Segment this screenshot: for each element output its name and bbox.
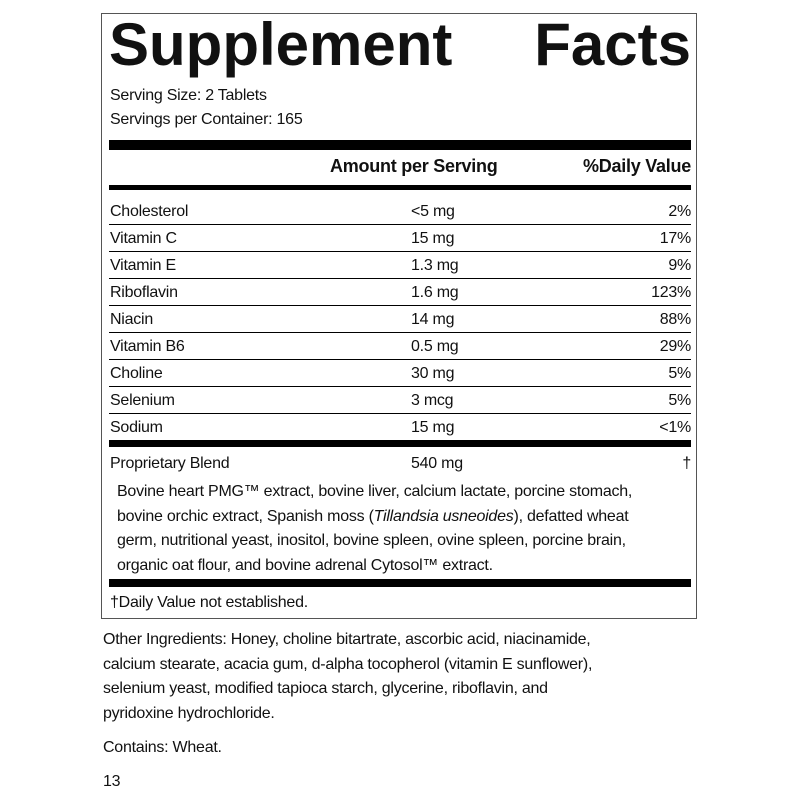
description-line: bovine orchic extract, Spanish moss (Til… <box>117 505 629 529</box>
title: Supplement Facts <box>109 11 691 78</box>
table-header: Amount per Serving %Daily Value <box>109 153 691 180</box>
nutrient-row: Sodium 15 mg <1% <box>109 414 691 441</box>
nutrient-daily-value: 29% <box>659 338 692 355</box>
text-segment: Bovine heart PMG™ extract, bovine liver,… <box>117 483 633 500</box>
nutrient-name: Vitamin C <box>110 230 177 247</box>
footnote: †Daily Value not established. <box>110 594 308 611</box>
blend-row: Proprietary Blend 540 mg † <box>109 450 691 477</box>
nutrient-row: Vitamin B6 0.5 mg 29% <box>109 333 691 360</box>
ingredients-line: pyridoxine hydrochloride. <box>103 704 275 722</box>
text-segment: ), defatted wheat <box>513 507 629 525</box>
nutrient-name: Vitamin B6 <box>110 338 185 355</box>
nutrient-row: Vitamin E 1.3 mg 9% <box>109 252 691 279</box>
header-amount: Amount per Serving <box>330 156 498 176</box>
nutrient-amount: 1.6 mg <box>411 284 459 301</box>
italic-segment: Tillandsia usneoides <box>373 507 514 525</box>
nutrient-row: Vitamin C 15 mg 17% <box>109 225 691 252</box>
nutrient-amount: 14 mg <box>411 311 455 328</box>
nutrient-daily-value: 9% <box>668 257 691 274</box>
nutrient-amount: 15 mg <box>411 230 455 247</box>
nutrient-row: Riboflavin 1.6 mg 123% <box>109 279 691 306</box>
thick-rule <box>109 579 691 587</box>
nutrient-amount: <5 mg <box>411 203 455 220</box>
nutrient-daily-value: 5% <box>668 392 691 409</box>
ingredients-line: selenium yeast, modified tapioca starch,… <box>103 680 548 697</box>
description-line: Bovine heart PMG™ extract, bovine liver,… <box>117 480 632 504</box>
nutrient-daily-value: 88% <box>659 311 692 328</box>
text-segment: bovine orchic extract, Spanish moss ( <box>117 507 374 525</box>
nutrient-name: Cholesterol <box>110 203 189 220</box>
nutrient-name: Riboflavin <box>110 284 178 301</box>
serving-size: Serving Size: 2 Tablets <box>110 87 267 104</box>
blend-daily-value: † <box>682 455 691 472</box>
thick-rule <box>109 440 691 447</box>
nutrient-amount: 3 mcg <box>411 392 454 409</box>
nutrient-row: Selenium 3 mcg 5% <box>109 387 691 414</box>
nutrient-daily-value: 123% <box>651 284 691 301</box>
nutrient-amount: 30 mg <box>411 365 455 382</box>
nutrient-name: Choline <box>110 365 163 382</box>
nutrient-name: Sodium <box>110 419 163 436</box>
thick-rule <box>109 140 691 150</box>
nutrient-daily-value: 5% <box>668 365 691 382</box>
nutrient-daily-value: <1% <box>659 419 691 436</box>
text-segment: germ, nutritional yeast, inositol, bovin… <box>117 532 626 549</box>
nutrient-name: Selenium <box>110 392 175 409</box>
ingredients-line: calcium stearate, acacia gum, d-alpha to… <box>103 655 593 673</box>
header-daily-value: %Daily Value <box>582 156 691 176</box>
page-number: 13 <box>103 773 121 790</box>
nutrient-amount: 1.3 mg <box>411 257 459 274</box>
nutrient-daily-value: 2% <box>668 203 691 220</box>
contains: Contains: Wheat. <box>103 739 222 756</box>
nutrient-daily-value: 17% <box>659 230 692 247</box>
nutrient-name: Vitamin E <box>110 257 176 274</box>
servings-per-container: Servings per Container: 165 <box>110 111 303 128</box>
nutrient-row: Niacin 14 mg 88% <box>109 306 691 333</box>
nutrient-row: Choline 30 mg 5% <box>109 360 691 387</box>
nutrient-name: Niacin <box>110 311 153 328</box>
blend-amount: 540 mg <box>411 455 463 472</box>
description-line: germ, nutritional yeast, inositol, bovin… <box>117 529 626 553</box>
nutrient-amount: 0.5 mg <box>411 338 459 355</box>
blend-name: Proprietary Blend <box>110 455 230 472</box>
description-line: organic oat flour, and bovine adrenal Cy… <box>117 554 493 578</box>
medium-rule <box>109 185 691 190</box>
text-segment: organic oat flour, and bovine adrenal Cy… <box>117 556 493 574</box>
nutrient-row: Cholesterol <5 mg 2% <box>109 198 691 225</box>
nutrient-amount: 15 mg <box>411 419 455 436</box>
facts-box <box>101 13 697 619</box>
ingredients-line: Other Ingredients: Honey, choline bitart… <box>103 631 591 648</box>
